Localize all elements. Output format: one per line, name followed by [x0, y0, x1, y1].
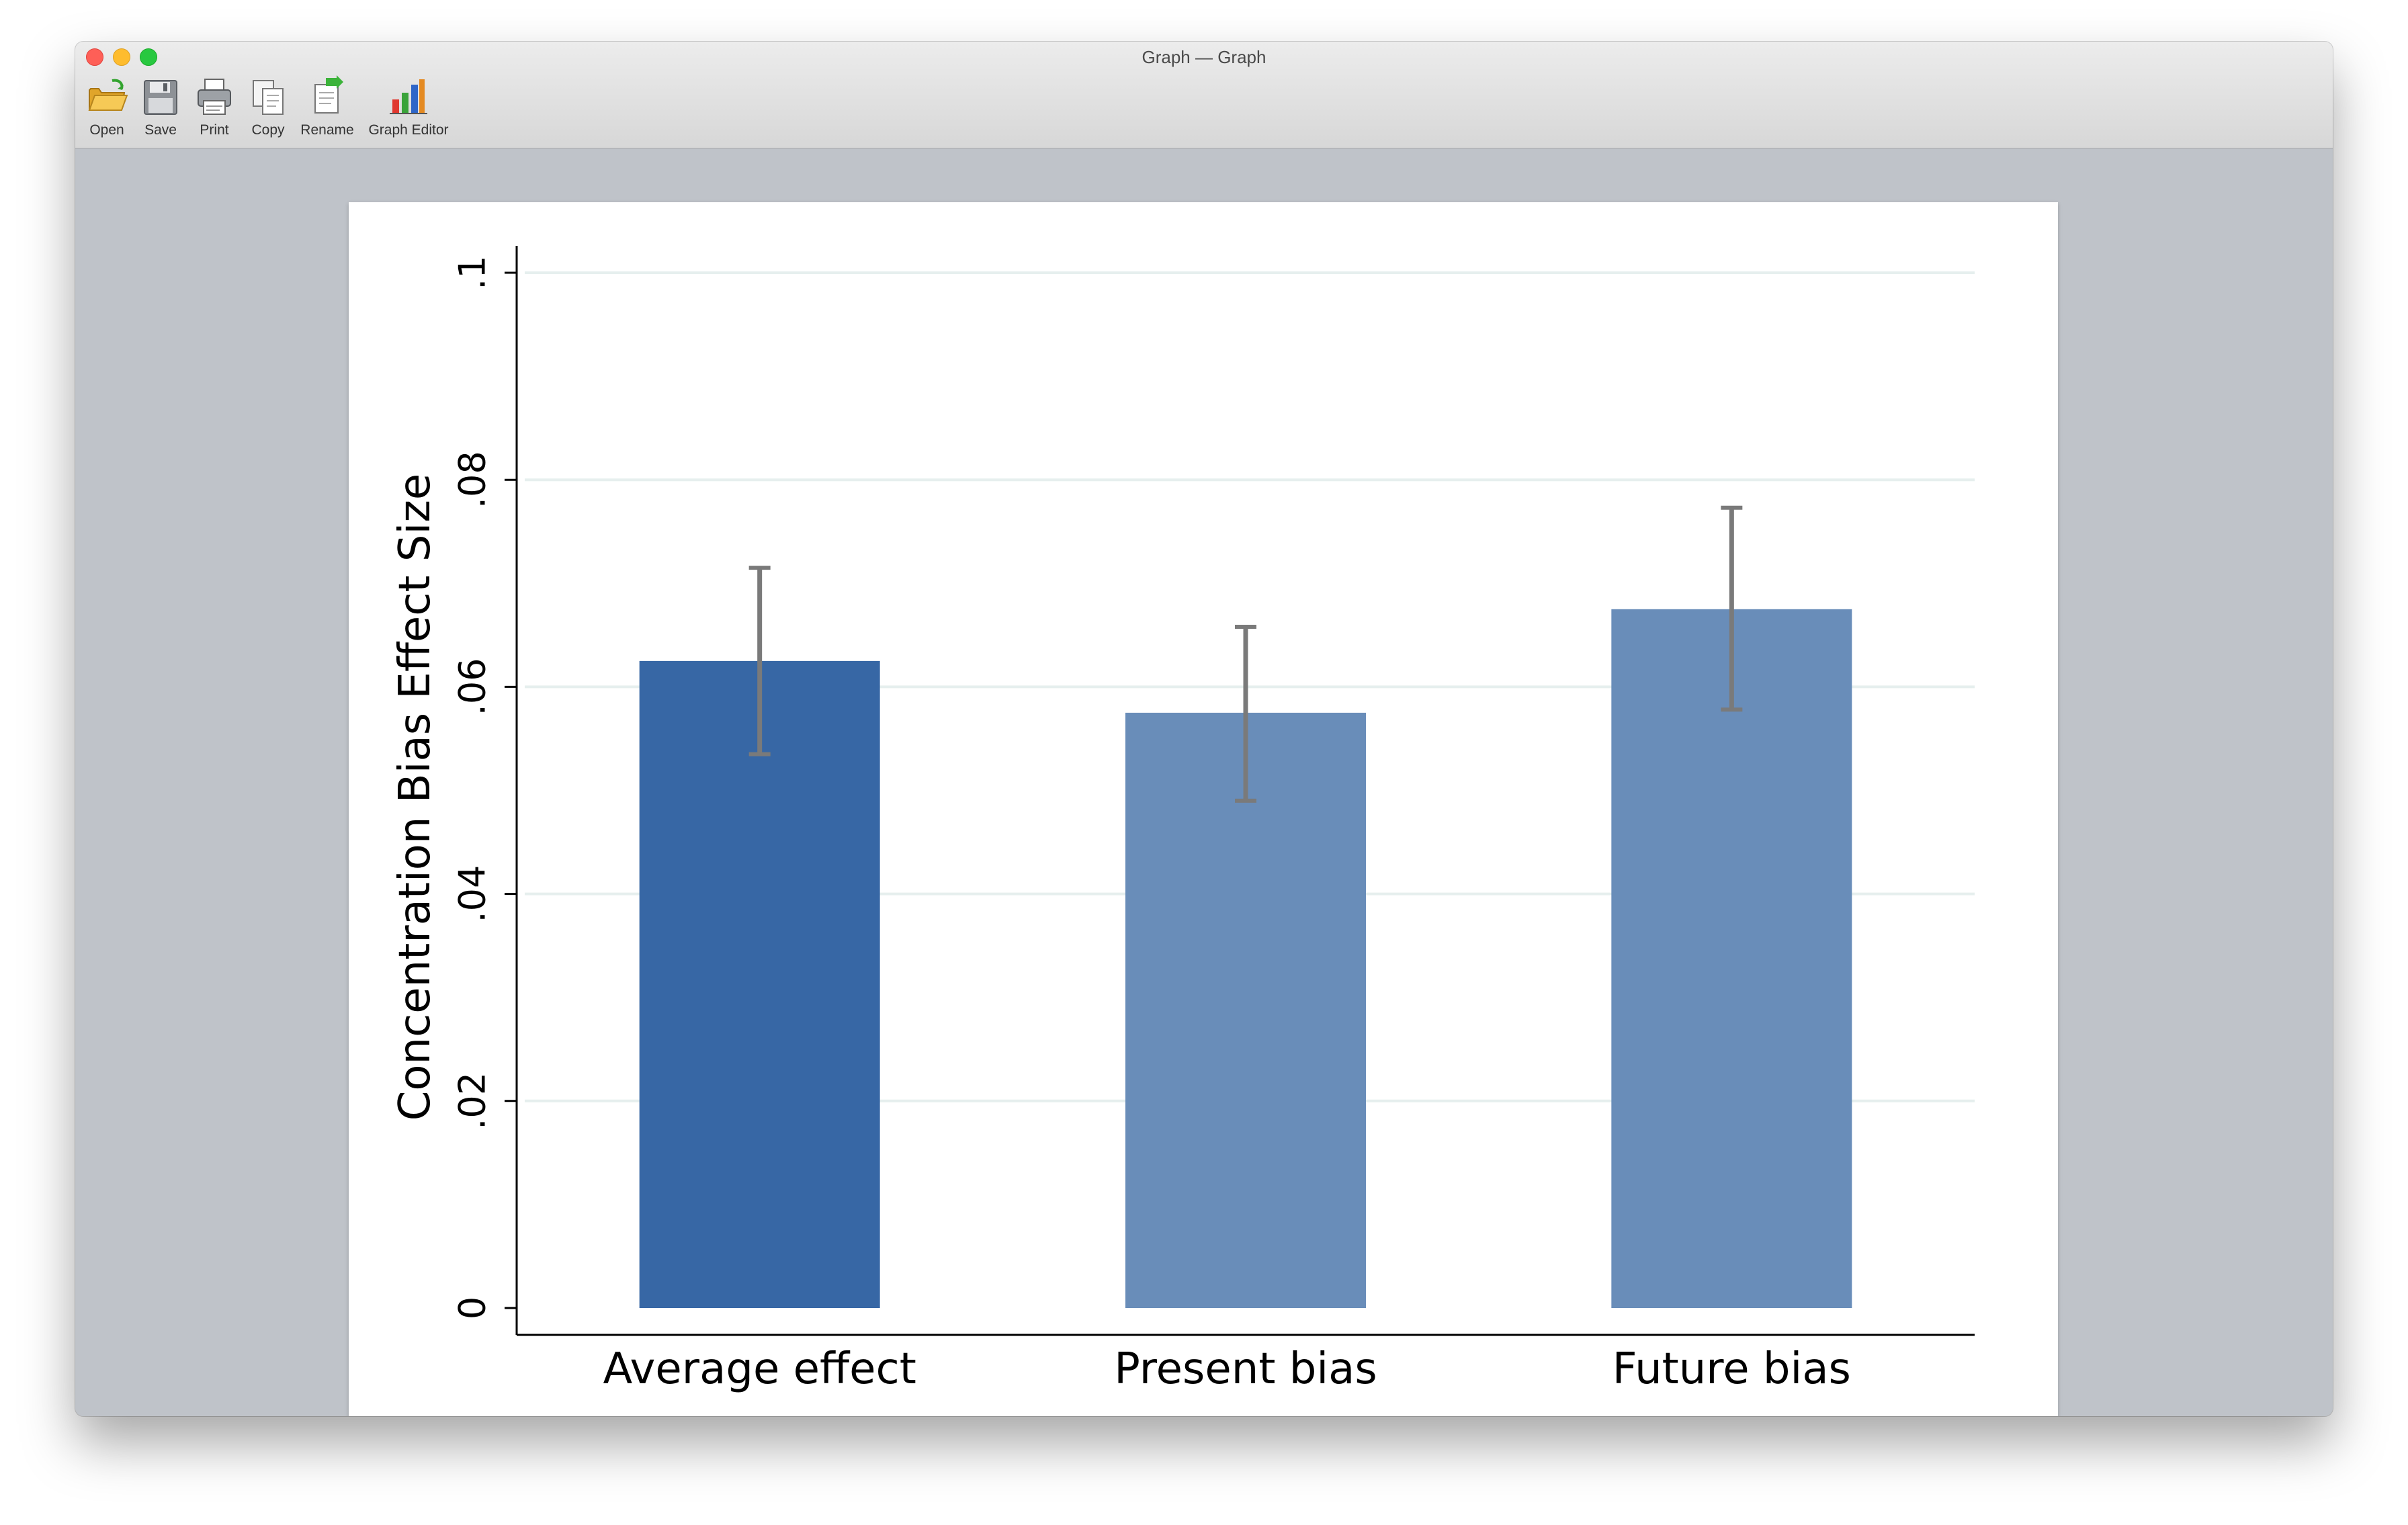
copy-button[interactable]: Copy	[243, 75, 293, 142]
x-category-label: Present bias	[1114, 1344, 1377, 1394]
axes	[505, 246, 1975, 1336]
bar	[1611, 609, 1852, 1309]
graph-window: Graph — Graph Open Save	[75, 42, 2333, 1416]
rename-icon	[314, 75, 343, 114]
y-tick-label: .02	[452, 1072, 494, 1130]
print-label: Print	[200, 122, 229, 138]
save-label: Save	[144, 122, 177, 138]
toolbar: Open Save Print	[82, 75, 456, 142]
open-label: Open	[89, 122, 124, 138]
close-window-button[interactable]	[86, 48, 103, 66]
y-tick-label: 0	[452, 1297, 494, 1319]
error-bars	[748, 505, 1743, 803]
save-button[interactable]: Save	[136, 75, 185, 142]
rename-button[interactable]: Rename	[297, 75, 357, 142]
y-axis-title: Concentration Bias Effect Size	[390, 474, 440, 1121]
rename-label: Rename	[300, 122, 354, 138]
graph-content-area: 0 .02 .04 .06 .08 .1 Average effect Present bia…	[75, 148, 2333, 1416]
bar	[1125, 712, 1366, 1308]
y-tick-label: .1	[452, 255, 494, 290]
graph-canvas: 0 .02 .04 .06 .08 .1 Average effect Present bia…	[349, 202, 2058, 1416]
bar	[639, 660, 880, 1308]
copy-icon	[253, 80, 284, 115]
floppy-disk-icon	[144, 80, 177, 115]
window-title: Graph — Graph	[1142, 47, 1266, 67]
folder-open-icon	[88, 79, 128, 111]
zoom-window-button[interactable]	[140, 48, 157, 66]
graph-editor-label: Graph Editor	[368, 122, 449, 138]
y-tick-label: .06	[452, 658, 494, 715]
axis-labels: 0 .02 .04 .06 .08 .1 Average effect Present bia…	[390, 255, 1851, 1394]
graph-editor-button[interactable]: Graph Editor	[361, 75, 456, 142]
print-button[interactable]: Print	[189, 75, 239, 142]
copy-label: Copy	[251, 122, 285, 138]
bar-chart: 0 .02 .04 .06 .08 .1 Average effect Present bia…	[390, 246, 1975, 1394]
minimize-window-button[interactable]	[113, 48, 130, 66]
title-bar: Graph — Graph Open Save	[75, 42, 2333, 148]
x-category-label: Average effect	[603, 1344, 916, 1394]
bars	[639, 609, 1852, 1309]
graph-editor-icon	[390, 79, 427, 114]
y-tick-label: .04	[452, 865, 494, 923]
open-button[interactable]: Open	[82, 75, 132, 142]
printer-icon	[198, 79, 231, 115]
y-tick-label: .08	[452, 451, 494, 509]
x-category-label: Future bias	[1612, 1344, 1851, 1394]
